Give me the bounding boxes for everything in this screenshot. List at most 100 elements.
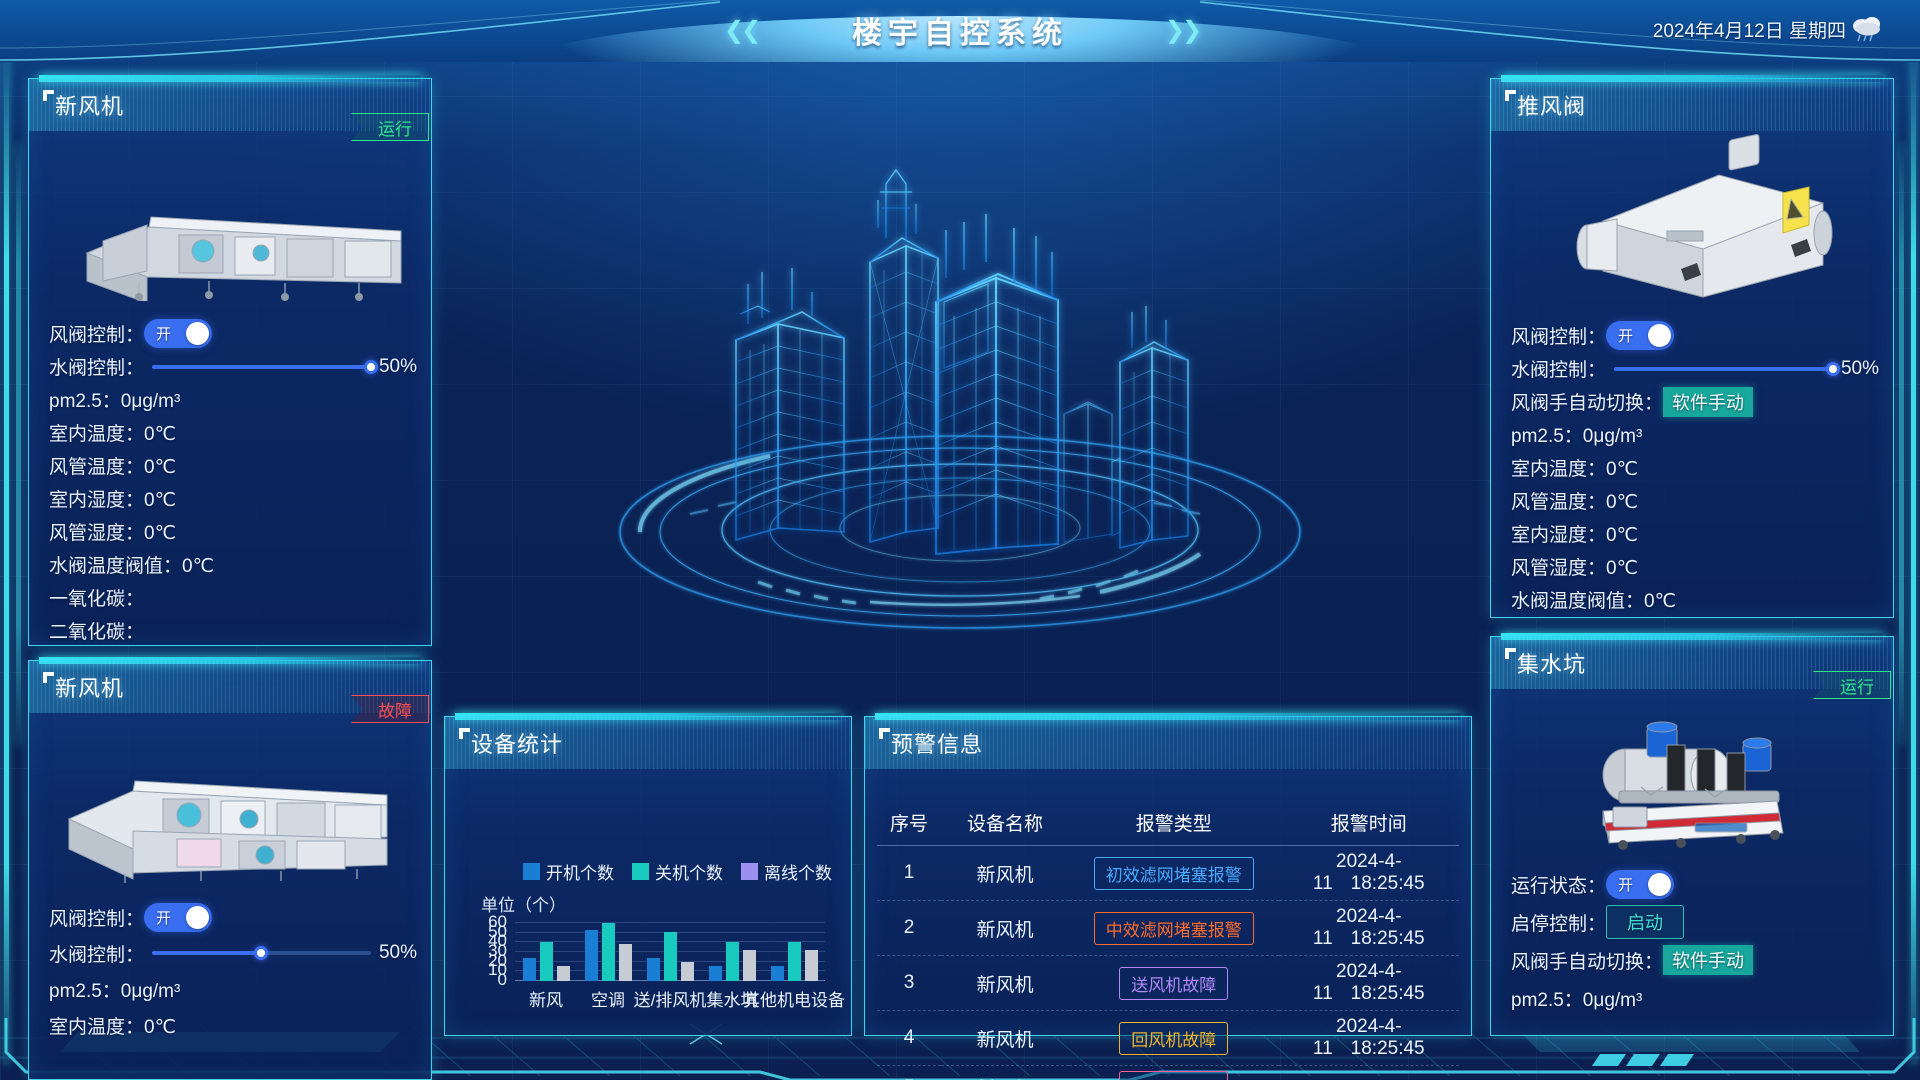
alarm-type-cell: 中效滤网堵塞报警 [1069, 900, 1279, 956]
header-background [0, 0, 1920, 62]
metric-text: 风管湿度：0℃ [1511, 558, 1638, 579]
metric-text: 二氧化碳： [49, 622, 145, 643]
panel-title: 新风机 [55, 94, 125, 119]
auto-manual-mode-tag[interactable]: 软件手动 [1663, 945, 1754, 975]
toggle-knob [186, 905, 210, 929]
valve-toggle-switch[interactable]: 开 [144, 902, 213, 932]
table-row[interactable]: 1 新风机 初效滤网堵塞报警 2024-4-11 18:25:45 [877, 845, 1459, 901]
page-title: 楼宇自控系统 [852, 17, 1068, 50]
panel-row: 运行状态： 开 [1511, 865, 1879, 903]
chart-ylabel: 单位（个） [481, 896, 566, 915]
chart-legend: 开机个数 关机个数 离线个数 [523, 859, 832, 884]
metric-text: 一氧化碳： [49, 589, 145, 610]
chart-title: 设备统计 [471, 732, 564, 757]
bar[interactable] [601, 922, 615, 981]
bar[interactable] [584, 929, 598, 981]
x-axis-tick: 其他机电设备 [743, 991, 845, 1010]
bar[interactable] [618, 944, 632, 981]
next-page-icon[interactable]: ❯❯ [1165, 17, 1202, 44]
panel-row: 风管湿度：0℃ [1511, 550, 1879, 583]
panel-row: 室内温度：0℃ [49, 416, 417, 449]
legend-item[interactable]: 关机个数 [632, 859, 723, 884]
table-row[interactable]: 2 新风机 中效滤网堵塞报警 2024-4-11 18:25:45 [877, 900, 1459, 956]
table-row[interactable]: 4 新风机 回风机故障 2024-4-11 18:25:45 [877, 1010, 1459, 1066]
panel-row: 风阀手自动切换： 软件手动 [1511, 941, 1879, 979]
panel-row: 启停控制： 启动 [1511, 903, 1879, 941]
legend-item[interactable]: 开机个数 [523, 859, 614, 884]
corner-bracket-icon [43, 672, 54, 683]
y-axis-tick: 20 [488, 950, 507, 970]
alarm-type-badge: 送风机故障 [1119, 966, 1229, 1000]
panel-row: 水阀温度阀值：0℃ [49, 548, 417, 581]
slider-fill [152, 364, 371, 369]
legend-swatch [632, 863, 649, 880]
alarm-index: 1 [877, 845, 942, 901]
prev-page-icon[interactable]: ❮❮ [724, 17, 761, 44]
bar[interactable] [539, 942, 553, 981]
water-valve-slider[interactable] [152, 943, 371, 963]
bar[interactable] [725, 942, 739, 981]
bar[interactable] [663, 931, 677, 981]
y-axis-tick: 50 [488, 921, 507, 941]
legend-item[interactable]: 离线个数 [741, 859, 832, 884]
bar-group: 新风 [515, 921, 577, 1010]
panel-row: 一氧化碳： [49, 581, 417, 614]
table-row[interactable]: 3 新风机 送风机故障 2024-4-11 18:25:45 [877, 955, 1459, 1011]
x-axis-tick: 新风 [529, 991, 563, 1010]
bar[interactable] [804, 950, 818, 981]
toggle-label: 开 [1618, 328, 1634, 345]
start-stop-button[interactable]: 启动 [1606, 905, 1685, 939]
metric-text: 室内湿度：0℃ [49, 490, 176, 511]
slider-value-label: 50% [378, 942, 417, 963]
toggle-label: 开 [156, 909, 172, 927]
alarm-time-cell: 2024-4-11 18:25:45 [1278, 1010, 1459, 1066]
bar[interactable] [680, 961, 694, 981]
bar[interactable] [787, 942, 801, 981]
bar[interactable] [708, 966, 722, 981]
slider-thumb[interactable] [363, 359, 378, 374]
alarm-time-cell: 2024-4-11 18:25:45 [1278, 900, 1459, 956]
valve-toggle-switch[interactable]: 开 [1606, 321, 1675, 350]
panel-row: pm2.5：0μg/m³ [49, 383, 417, 416]
toggle-label: 开 [156, 326, 172, 343]
bar[interactable] [522, 957, 536, 981]
slider-thumb[interactable] [254, 946, 269, 960]
panel-row: 水阀控制： 50% [49, 935, 417, 971]
valve-toggle-switch[interactable]: 开 [144, 319, 213, 348]
slider-thumb[interactable] [1825, 361, 1840, 376]
bar[interactable] [646, 957, 660, 981]
panel-row: pm2.5：0μg/m³ [49, 971, 417, 1007]
slider-fill [152, 951, 262, 955]
alarm-table-header-row: 序号 设备名称 报警类型 报警时间 [877, 803, 1459, 846]
metric-text: 水阀温度阀值：0℃ [1511, 591, 1676, 612]
x-axis-tick: 空调 [591, 991, 625, 1010]
bar-group: 其他机电设备 [743, 921, 845, 1010]
alarm-date: 2024-4-11 [1312, 906, 1402, 949]
gridline: 60 [488, 912, 825, 931]
alarm-type-cell: 初效滤网堵塞报警 [1069, 845, 1279, 901]
water-valve-slider[interactable] [1614, 359, 1840, 379]
alarm-table-wrapper[interactable]: 序号 设备名称 报警类型 报警时间 1 新风机 初效滤网堵塞报警 2024-4-11 18:2… [877, 803, 1459, 1080]
bar-chart: 开机个数 关机个数 离线个数 单位（个） 0 10 20 30 40 50 60 新风 空调 送/排风… [463, 813, 845, 1021]
alarm-type-cell: 送风机故障 [1069, 955, 1279, 1011]
panel-data-rows: 风阀控制： 开水阀控制： 50% pm2.5：0μg/m³ 室内温度：0℃ 风管温度：0℃… [49, 317, 417, 647]
alarm-device-name: 新风机 [941, 1065, 1070, 1080]
panel-row: 室内湿度：0℃ [1511, 517, 1879, 550]
alarm-type-badge: 回风机故障 [1119, 1021, 1229, 1055]
water-valve-slider[interactable] [152, 357, 378, 377]
duct-fan-image [1491, 129, 1893, 307]
alarm-device-name: 新风机 [941, 955, 1070, 1011]
metric-text: 风管温度：0℃ [1511, 492, 1638, 513]
alarm-clock-time: 18:25:45 [1350, 983, 1425, 1004]
valve-toggle-switch[interactable]: 开 [1606, 869, 1675, 899]
auto-manual-mode-tag[interactable]: 软件手动 [1663, 386, 1754, 417]
alarm-device-name: 新风机 [941, 845, 1070, 901]
panel-alarm-info: 预警信息 序号 设备名称 报警类型 报警时间 1 新风机 初效滤网堵塞报警 2024-4-1… [864, 713, 1472, 1080]
corner-bracket-icon [1505, 90, 1516, 101]
bar[interactable] [742, 950, 756, 981]
bar[interactable] [556, 966, 570, 981]
panel-row: 风管温度：0℃ [49, 449, 417, 482]
metric-text: 水阀温度阀值：0℃ [49, 556, 214, 577]
table-row[interactable]: 5新风机 高液位报警 [877, 1065, 1459, 1080]
bar[interactable] [770, 966, 784, 981]
